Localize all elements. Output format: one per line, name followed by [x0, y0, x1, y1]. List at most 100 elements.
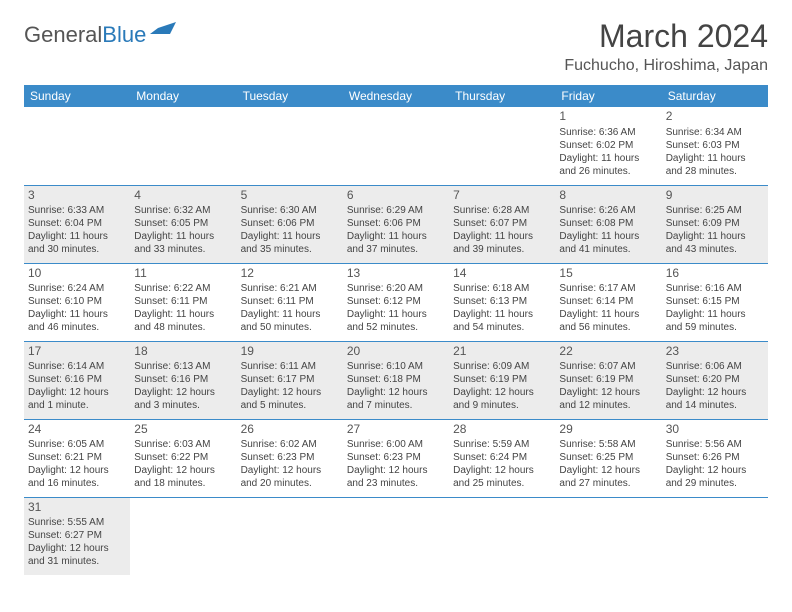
- calendar-cell: 9Sunrise: 6:25 AMSunset: 6:09 PMDaylight…: [662, 185, 768, 263]
- weekday-header-row: SundayMondayTuesdayWednesdayThursdayFrid…: [24, 85, 768, 107]
- day-number: 14: [453, 266, 551, 282]
- sunrise-text: Sunrise: 6:22 AM: [134, 282, 232, 295]
- sunrise-text: Sunrise: 6:06 AM: [666, 360, 764, 373]
- sunset-text: Sunset: 6:08 PM: [559, 217, 657, 230]
- daylight-text: Daylight: 11 hours and 43 minutes.: [666, 230, 764, 256]
- daylight-text: Daylight: 12 hours and 1 minute.: [28, 386, 126, 412]
- daylight-text: Daylight: 11 hours and 59 minutes.: [666, 308, 764, 334]
- calendar-cell-empty: [343, 107, 449, 185]
- sunrise-text: Sunrise: 5:58 AM: [559, 438, 657, 451]
- weekday-header: Friday: [555, 85, 661, 107]
- sunset-text: Sunset: 6:23 PM: [347, 451, 445, 464]
- calendar-cell: 11Sunrise: 6:22 AMSunset: 6:11 PMDayligh…: [130, 263, 236, 341]
- sunrise-text: Sunrise: 6:10 AM: [347, 360, 445, 373]
- daylight-text: Daylight: 12 hours and 31 minutes.: [28, 542, 126, 568]
- sunrise-text: Sunrise: 6:34 AM: [666, 126, 764, 139]
- daylight-text: Daylight: 11 hours and 52 minutes.: [347, 308, 445, 334]
- sunset-text: Sunset: 6:19 PM: [559, 373, 657, 386]
- sunset-text: Sunset: 6:05 PM: [134, 217, 232, 230]
- calendar-cell: 21Sunrise: 6:09 AMSunset: 6:19 PMDayligh…: [449, 341, 555, 419]
- daylight-text: Daylight: 11 hours and 35 minutes.: [241, 230, 339, 256]
- daylight-text: Daylight: 12 hours and 23 minutes.: [347, 464, 445, 490]
- sunset-text: Sunset: 6:24 PM: [453, 451, 551, 464]
- calendar-cell-empty: [662, 497, 768, 575]
- day-number: 29: [559, 422, 657, 438]
- sunrise-text: Sunrise: 6:11 AM: [241, 360, 339, 373]
- calendar-cell: 23Sunrise: 6:06 AMSunset: 6:20 PMDayligh…: [662, 341, 768, 419]
- calendar-cell: 6Sunrise: 6:29 AMSunset: 6:06 PMDaylight…: [343, 185, 449, 263]
- daylight-text: Daylight: 11 hours and 30 minutes.: [28, 230, 126, 256]
- location: Fuchucho, Hiroshima, Japan: [564, 57, 768, 75]
- sunrise-text: Sunrise: 5:59 AM: [453, 438, 551, 451]
- calendar-row: 10Sunrise: 6:24 AMSunset: 6:10 PMDayligh…: [24, 263, 768, 341]
- sunset-text: Sunset: 6:22 PM: [134, 451, 232, 464]
- daylight-text: Daylight: 12 hours and 27 minutes.: [559, 464, 657, 490]
- sunset-text: Sunset: 6:19 PM: [453, 373, 551, 386]
- calendar-cell: 15Sunrise: 6:17 AMSunset: 6:14 PMDayligh…: [555, 263, 661, 341]
- sunrise-text: Sunrise: 6:25 AM: [666, 204, 764, 217]
- sunrise-text: Sunrise: 6:20 AM: [347, 282, 445, 295]
- sunrise-text: Sunrise: 6:16 AM: [666, 282, 764, 295]
- daylight-text: Daylight: 11 hours and 56 minutes.: [559, 308, 657, 334]
- sunset-text: Sunset: 6:11 PM: [241, 295, 339, 308]
- day-number: 6: [347, 188, 445, 204]
- day-number: 8: [559, 188, 657, 204]
- sunset-text: Sunset: 6:09 PM: [666, 217, 764, 230]
- daylight-text: Daylight: 11 hours and 33 minutes.: [134, 230, 232, 256]
- day-number: 13: [347, 266, 445, 282]
- daylight-text: Daylight: 12 hours and 3 minutes.: [134, 386, 232, 412]
- calendar-cell-empty: [555, 497, 661, 575]
- sunrise-text: Sunrise: 5:55 AM: [28, 516, 126, 529]
- sunrise-text: Sunrise: 6:02 AM: [241, 438, 339, 451]
- sunset-text: Sunset: 6:06 PM: [241, 217, 339, 230]
- sunrise-text: Sunrise: 6:29 AM: [347, 204, 445, 217]
- day-number: 27: [347, 422, 445, 438]
- weekday-header: Sunday: [24, 85, 130, 107]
- daylight-text: Daylight: 12 hours and 18 minutes.: [134, 464, 232, 490]
- daylight-text: Daylight: 12 hours and 25 minutes.: [453, 464, 551, 490]
- calendar-cell: 4Sunrise: 6:32 AMSunset: 6:05 PMDaylight…: [130, 185, 236, 263]
- calendar-cell-empty: [24, 107, 130, 185]
- sunrise-text: Sunrise: 6:17 AM: [559, 282, 657, 295]
- day-number: 10: [28, 266, 126, 282]
- calendar-cell: 10Sunrise: 6:24 AMSunset: 6:10 PMDayligh…: [24, 263, 130, 341]
- day-number: 21: [453, 344, 551, 360]
- day-number: 11: [134, 266, 232, 282]
- calendar-cell: 7Sunrise: 6:28 AMSunset: 6:07 PMDaylight…: [449, 185, 555, 263]
- daylight-text: Daylight: 11 hours and 26 minutes.: [559, 152, 657, 178]
- day-number: 3: [28, 188, 126, 204]
- sunset-text: Sunset: 6:07 PM: [453, 217, 551, 230]
- sunset-text: Sunset: 6:15 PM: [666, 295, 764, 308]
- daylight-text: Daylight: 11 hours and 41 minutes.: [559, 230, 657, 256]
- flag-icon: [150, 18, 176, 44]
- sunset-text: Sunset: 6:18 PM: [347, 373, 445, 386]
- calendar-cell: 26Sunrise: 6:02 AMSunset: 6:23 PMDayligh…: [237, 419, 343, 497]
- calendar-row: 1Sunrise: 6:36 AMSunset: 6:02 PMDaylight…: [24, 107, 768, 185]
- day-number: 23: [666, 344, 764, 360]
- daylight-text: Daylight: 11 hours and 39 minutes.: [453, 230, 551, 256]
- sunrise-text: Sunrise: 6:32 AM: [134, 204, 232, 217]
- daylight-text: Daylight: 11 hours and 37 minutes.: [347, 230, 445, 256]
- daylight-text: Daylight: 12 hours and 5 minutes.: [241, 386, 339, 412]
- sunset-text: Sunset: 6:10 PM: [28, 295, 126, 308]
- sunrise-text: Sunrise: 6:13 AM: [134, 360, 232, 373]
- day-number: 9: [666, 188, 764, 204]
- sunrise-text: Sunrise: 6:07 AM: [559, 360, 657, 373]
- sunset-text: Sunset: 6:25 PM: [559, 451, 657, 464]
- day-number: 30: [666, 422, 764, 438]
- sunrise-text: Sunrise: 6:36 AM: [559, 126, 657, 139]
- sunset-text: Sunset: 6:21 PM: [28, 451, 126, 464]
- day-number: 4: [134, 188, 232, 204]
- sunset-text: Sunset: 6:06 PM: [347, 217, 445, 230]
- sunrise-text: Sunrise: 6:18 AM: [453, 282, 551, 295]
- calendar-cell-empty: [343, 497, 449, 575]
- calendar-body: 1Sunrise: 6:36 AMSunset: 6:02 PMDaylight…: [24, 107, 768, 575]
- sunrise-text: Sunrise: 6:26 AM: [559, 204, 657, 217]
- sunset-text: Sunset: 6:27 PM: [28, 529, 126, 542]
- calendar-cell: 24Sunrise: 6:05 AMSunset: 6:21 PMDayligh…: [24, 419, 130, 497]
- day-number: 24: [28, 422, 126, 438]
- calendar-cell: 16Sunrise: 6:16 AMSunset: 6:15 PMDayligh…: [662, 263, 768, 341]
- calendar-cell: 30Sunrise: 5:56 AMSunset: 6:26 PMDayligh…: [662, 419, 768, 497]
- calendar-cell-empty: [237, 107, 343, 185]
- sunrise-text: Sunrise: 6:21 AM: [241, 282, 339, 295]
